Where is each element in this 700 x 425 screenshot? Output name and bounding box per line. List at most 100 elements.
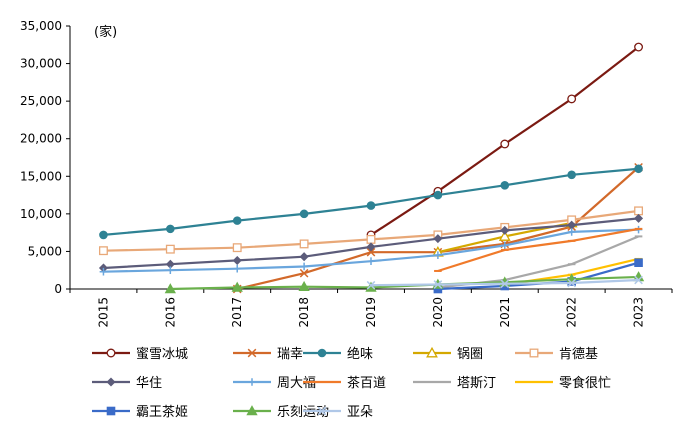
data-point <box>99 230 108 240</box>
series-8 <box>434 227 643 273</box>
data-point <box>106 348 116 358</box>
data-point <box>567 278 576 288</box>
data-point <box>317 406 327 416</box>
data-point <box>634 258 643 267</box>
x-tick-label: 2019 <box>364 297 378 328</box>
data-point <box>98 246 108 256</box>
data-point <box>99 267 108 276</box>
series-1 <box>366 42 644 240</box>
data-point <box>299 239 309 249</box>
unit-label: (家) <box>94 24 117 40</box>
y-tick-label: 15,000 <box>20 169 62 183</box>
data-point <box>232 243 242 253</box>
data-point <box>634 206 644 216</box>
legend-label: 茶百道 <box>347 375 386 391</box>
x-tick-label: 2022 <box>565 297 579 328</box>
x-tick-label: 2020 <box>431 297 445 328</box>
legend-item: 霸王茶姬 <box>92 404 188 420</box>
data-point <box>232 255 242 265</box>
legend-label: 亚朵 <box>347 405 373 420</box>
x-tick-label: 2023 <box>632 297 646 328</box>
legend-item: 亚朵 <box>303 405 373 420</box>
data-point <box>317 348 327 358</box>
legend-label: 蜜雪冰城 <box>136 347 188 362</box>
data-point <box>165 244 175 254</box>
data-point <box>529 348 539 358</box>
data-point <box>500 279 510 289</box>
data-point <box>366 280 376 290</box>
data-point <box>433 280 443 289</box>
axes: 0 5,000 10,000 15,000 20,000 25,000 30,000 35,0… <box>20 19 673 328</box>
series-6 <box>98 213 644 273</box>
legend-item: 乐刻运动 <box>233 405 329 420</box>
legend-item: 华住 <box>92 376 162 391</box>
data-point <box>498 230 511 241</box>
data-point <box>299 209 309 219</box>
data-point <box>233 264 242 273</box>
data-point <box>247 348 257 358</box>
legend-item: 零食很忙 <box>515 375 611 391</box>
series-13 <box>366 275 643 290</box>
data-point <box>300 262 308 271</box>
legend-label: 零食很忙 <box>559 375 611 391</box>
legend-label: 乐刻运动 <box>277 405 329 420</box>
data-point <box>246 405 258 416</box>
data-point <box>106 406 116 416</box>
legend-item: 锅圈 <box>413 346 483 362</box>
legend-item: 周大福 <box>233 376 316 391</box>
y-tick-label: 10,000 <box>20 207 62 221</box>
x-tick-label: 2021 <box>498 297 512 328</box>
data-point <box>634 275 643 285</box>
x-tick-label: 2017 <box>230 297 244 328</box>
data-point <box>164 283 176 294</box>
data-point <box>166 266 175 275</box>
series-3 <box>99 164 643 240</box>
data-point <box>106 377 116 387</box>
x-tick-label: 2018 <box>297 297 311 328</box>
y-tick-label: 30,000 <box>20 57 62 71</box>
series-line <box>437 227 639 273</box>
legend-label: 肯德基 <box>559 347 598 362</box>
data-point <box>567 94 577 104</box>
x-tick-label: 2015 <box>96 297 110 328</box>
data-point <box>299 252 309 262</box>
legend-item: 肯德基 <box>515 347 598 362</box>
y-tick-label: 20,000 <box>20 132 62 146</box>
series-7 <box>99 225 643 276</box>
data-point <box>500 241 509 250</box>
data-point <box>634 213 644 223</box>
legend-label: 绝味 <box>347 346 373 362</box>
data-point <box>232 216 242 225</box>
legend-item: 塔斯汀 <box>413 376 496 391</box>
data-point <box>500 139 510 149</box>
y-tick-label: 5,000 <box>28 244 62 258</box>
data-point <box>366 247 376 257</box>
data-point <box>231 281 243 292</box>
data-point <box>426 346 438 358</box>
data-point <box>298 280 310 292</box>
data-point <box>433 190 443 200</box>
legend-label: 锅圈 <box>457 346 483 362</box>
series-line <box>170 275 639 291</box>
data-point <box>366 234 376 244</box>
data-point <box>634 42 644 52</box>
data-point <box>567 228 576 236</box>
data-point <box>567 170 576 180</box>
data-point <box>299 268 309 278</box>
data-point <box>367 257 375 265</box>
y-tick-label: 25,000 <box>20 94 62 108</box>
data-point <box>433 234 443 244</box>
x-tick-label: 2016 <box>163 297 177 328</box>
y-tick-label: 0 <box>54 282 62 296</box>
legend-label: 华住 <box>136 376 162 391</box>
legend-label: 霸王茶姬 <box>136 404 188 420</box>
data-point <box>434 251 442 259</box>
series-11 <box>433 258 643 294</box>
legend-item: 茶百道 <box>303 375 386 391</box>
data-point <box>500 181 510 190</box>
data-point <box>500 225 510 235</box>
legend-label: 周大福 <box>277 376 316 391</box>
legend-item: 蜜雪冰城 <box>92 347 188 362</box>
